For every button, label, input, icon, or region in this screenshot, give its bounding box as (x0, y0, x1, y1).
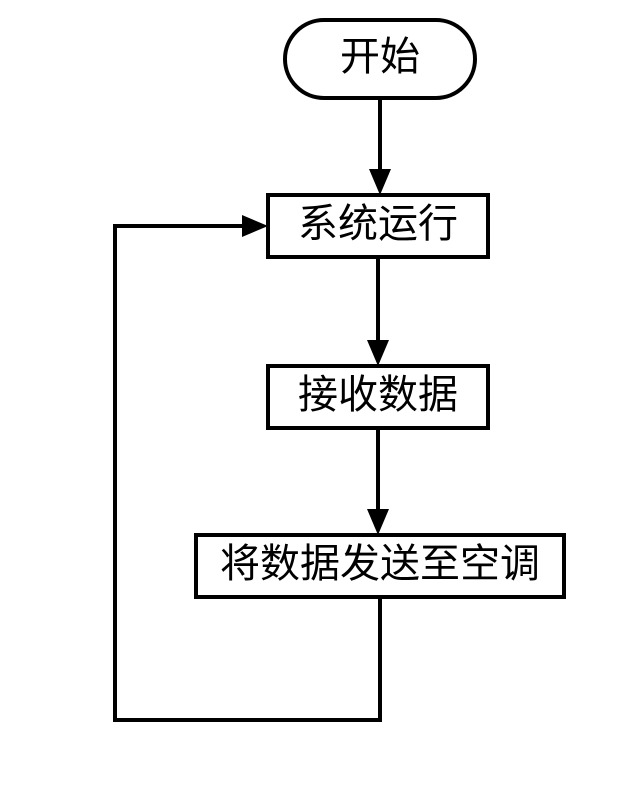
flowchart-node-label: 开始 (340, 34, 420, 79)
flowchart-node-start: 开始 (285, 20, 475, 98)
flowchart-node-run: 系统运行 (268, 195, 488, 257)
flowchart-node-recv: 接收数据 (268, 366, 488, 428)
flowchart-node-send: 将数据发送至空调 (196, 535, 564, 597)
flowchart-canvas: 开始系统运行接收数据将数据发送至空调 (0, 0, 643, 785)
flowchart-node-label: 将数据发送至空调 (220, 541, 540, 586)
flowchart-node-label: 系统运行 (298, 201, 458, 246)
flowchart-node-label: 接收数据 (298, 372, 458, 417)
